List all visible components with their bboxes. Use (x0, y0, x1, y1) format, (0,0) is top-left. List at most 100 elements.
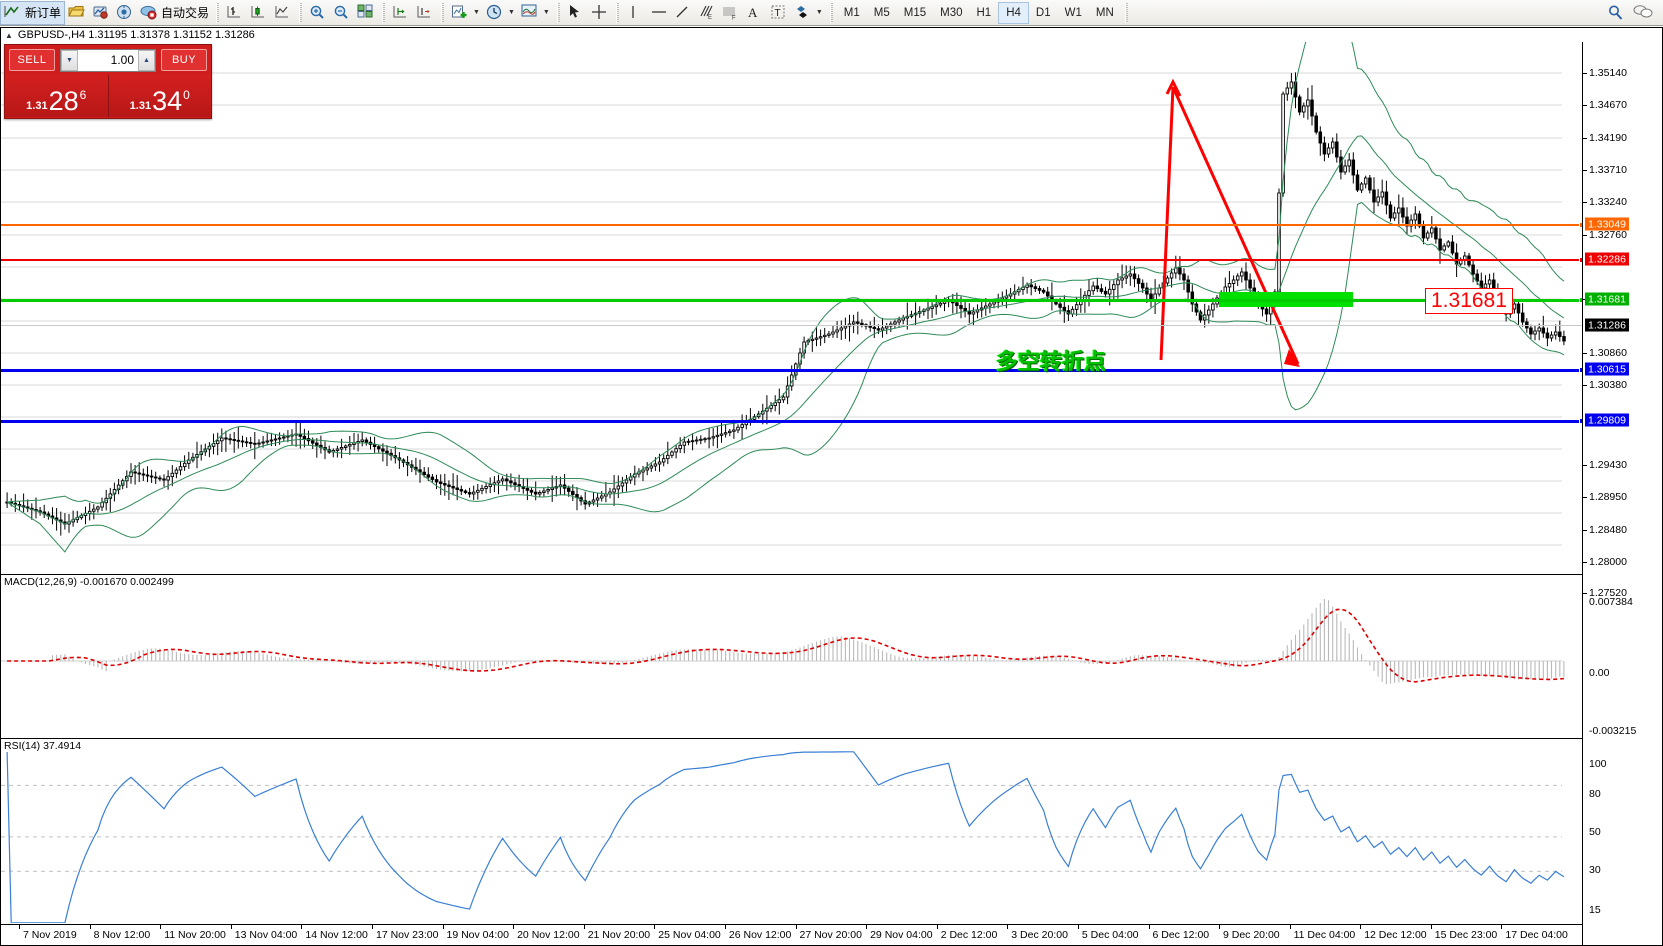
crosshair-tool-button[interactable] (588, 1, 612, 25)
one-click-trading-panel[interactable]: SELL ▼ 1.00 ▲ BUY 1.31 28 6 1.31 34 0 (4, 44, 212, 119)
volume-stepper[interactable]: ▼ 1.00 ▲ (60, 48, 156, 72)
price-axis-tick (1583, 105, 1587, 106)
price-axis-badge-last-price[interactable]: 1.31286 (1585, 318, 1629, 332)
price-axis-label: 1.29430 (1589, 459, 1627, 471)
time-axis-tick (89, 925, 91, 929)
chevron-down-icon[interactable]: ▼ (542, 9, 550, 16)
price-callout-box[interactable]: 1.31681 (1425, 288, 1513, 314)
sell-button[interactable]: SELL (9, 49, 55, 71)
tile-windows-button[interactable] (354, 1, 378, 25)
time-axis-tick (442, 925, 444, 929)
price-axis-badge-resistance-red[interactable]: 1.32286 (1585, 252, 1629, 266)
chevron-down-icon[interactable]: ▼ (473, 9, 480, 16)
macd-pane[interactable]: MACD(12,26,9) -0.001670 0.002499 (1, 574, 1662, 737)
text-button[interactable]: A (743, 1, 767, 25)
price-axis-badge-resistance-orange[interactable]: 1.33049 (1585, 217, 1629, 231)
text-label-button[interactable]: T (767, 1, 791, 25)
timeframe-d1[interactable]: D1 (1035, 6, 1051, 19)
level-line-1-31681[interactable] (1, 297, 1585, 303)
profiles-button[interactable] (89, 1, 113, 25)
price-axis-label: 1.28000 (1589, 556, 1627, 568)
price-axis-label: 1.28480 (1589, 524, 1627, 536)
chart-symbol-ohlc-text: GBPUSD-,H4 1.31195 1.31378 1.31152 1.312… (17, 29, 255, 41)
chart-text-annotation[interactable]: 多空转折点 (996, 350, 1107, 375)
indicators-button[interactable]: ▼ (448, 1, 483, 25)
candlestick-chart-button[interactable] (247, 1, 271, 25)
volume-decrement-button[interactable]: ▼ (61, 49, 78, 71)
price-axis-label: 1.34190 (1589, 132, 1627, 144)
sell-price-sup: 6 (79, 88, 87, 102)
toolbar-separator (615, 2, 619, 23)
chat-icon[interactable] (1633, 4, 1653, 22)
zoom-in-button[interactable] (306, 1, 330, 25)
timeframe-m15[interactable]: M15 (903, 6, 927, 19)
autotrade-button[interactable]: 自动交易 (137, 1, 212, 25)
equidistant-channel-button[interactable]: F (719, 1, 743, 25)
buy-button[interactable]: BUY (161, 49, 207, 71)
bar-chart-button[interactable] (223, 1, 247, 25)
fibonacci-button[interactable]: E (695, 1, 719, 25)
chart-shift-button[interactable] (413, 1, 437, 25)
horizontal-line-button[interactable] (647, 1, 671, 25)
time-axis-label: 14 Nov 12:00 (305, 929, 368, 941)
timeframe-m1[interactable]: M1 (843, 6, 860, 19)
level-line-1-30615[interactable] (1, 367, 1585, 373)
trendline-button[interactable] (671, 1, 695, 25)
toolbar-separator (441, 2, 445, 23)
timeframe-mn[interactable]: MN (1095, 6, 1114, 19)
templates-button[interactable]: ▼ (518, 1, 553, 25)
auto-scroll-button[interactable] (389, 1, 413, 25)
timeframe-h4[interactable]: H4 (998, 1, 1029, 24)
time-axis-label: 11 Nov 20:00 (164, 929, 226, 941)
time-axis-label: 9 Dec 20:00 (1223, 929, 1280, 941)
sell-price-display[interactable]: 1.31 28 6 (5, 75, 109, 117)
volume-value[interactable]: 1.00 (110, 53, 134, 67)
time-axis-tick (654, 925, 656, 929)
horizontal-line-icon (650, 4, 668, 22)
level-line-1-33049[interactable] (1, 222, 1585, 228)
price-axis-label: 1.35140 (1589, 67, 1627, 79)
period-button[interactable]: ▼ (483, 1, 518, 25)
time-axis[interactable]: 7 Nov 2019 8 Nov 12:00 11 Nov 20:00 13 Nov … (1, 924, 1662, 945)
rsi-canvas[interactable] (1, 739, 1584, 923)
price-axis-badge-support-blue-2[interactable]: 1.29809 (1585, 413, 1629, 427)
level-line-1-32286[interactable] (1, 257, 1585, 263)
cursor-tool-button[interactable] (564, 1, 588, 25)
text-icon: A (746, 4, 764, 22)
chevron-down-icon[interactable]: ▼ (507, 9, 515, 16)
vertical-line-button[interactable] (623, 1, 647, 25)
time-axis-tick (301, 925, 303, 929)
timeframe-m5[interactable]: M5 (873, 6, 890, 19)
chevron-down-icon[interactable]: ▼ (815, 9, 823, 16)
price-axis[interactable]: 1.35140 1.34670 1.34190 1.33710 1.33240 1.327… (1582, 42, 1662, 945)
timeframe-h1[interactable]: H1 (976, 6, 992, 19)
search-icon[interactable] (1607, 4, 1625, 22)
zoom-out-button[interactable] (330, 1, 354, 25)
price-axis-badge-support-blue-1[interactable]: 1.30615 (1585, 362, 1629, 376)
time-axis-tick (583, 925, 585, 929)
new-order-button[interactable]: 新订单 (0, 0, 66, 25)
time-axis-label: 21 Nov 20:00 (587, 929, 651, 941)
navigator-button[interactable] (113, 1, 137, 25)
level-line-1-29809[interactable] (1, 418, 1585, 424)
volume-increment-button[interactable]: ▲ (138, 49, 155, 71)
rsi-pane[interactable]: RSI(14) 37.4914 (1, 738, 1662, 923)
shapes-button[interactable]: ▼ (791, 1, 826, 25)
timeframe-m30[interactable]: M30 (940, 6, 963, 19)
time-axis-label: 12 Dec 12:00 (1364, 929, 1427, 941)
macd-canvas[interactable] (1, 575, 1584, 737)
price-axis-tick (1583, 202, 1587, 203)
fibonacci-icon: E (698, 4, 716, 22)
collapse-triangle-icon[interactable]: ▲ (5, 30, 13, 40)
price-axis-badge-support-green[interactable]: 1.31681 (1585, 292, 1629, 306)
time-axis-label: 27 Nov 20:00 (799, 929, 862, 941)
folder-button[interactable] (65, 1, 89, 25)
timeframe-w1[interactable]: W1 (1064, 6, 1082, 19)
time-axis-tick (230, 925, 232, 929)
chart-window[interactable]: ▲ GBPUSD-,H4 1.31195 1.31378 1.31152 1.3… (0, 27, 1663, 946)
line-chart-button[interactable] (271, 1, 295, 25)
buy-price-display[interactable]: 1.31 34 0 (108, 75, 211, 117)
price-chart-canvas[interactable] (1, 42, 1584, 572)
price-pane[interactable] (1, 42, 1662, 572)
toolbar-separator (1124, 2, 1128, 23)
